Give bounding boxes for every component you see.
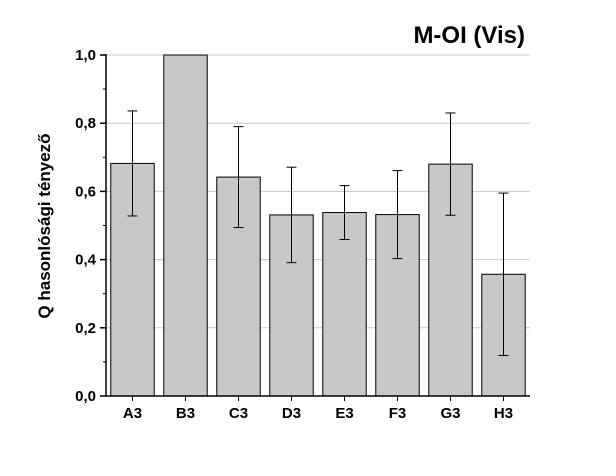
x-ticks: A3 B3 C3 D3 E3 F3 G3 H3	[123, 396, 513, 422]
x-tick-label-H3: H3	[494, 405, 513, 422]
bar-E3	[322, 212, 367, 397]
bars	[110, 54, 526, 397]
y-ticks: 0,0 0,2 0,4 0,6 0,8 1,0	[75, 47, 106, 405]
error-bar-C3	[233, 126, 244, 229]
x-tick-label-F3: F3	[389, 405, 407, 422]
chart-title: M-OI (Vis)	[413, 22, 525, 49]
error-bar-F3	[392, 170, 403, 260]
error-bar-H3	[498, 192, 509, 356]
x-tick-label-G3: G3	[440, 405, 460, 422]
y-tick-label-0: 0,0	[75, 388, 96, 405]
x-tick-label-E3: E3	[335, 405, 353, 422]
error-bar-A3	[127, 110, 138, 217]
y-tick-label-4: 0,8	[75, 115, 96, 132]
y-tick-label-1: 0,2	[75, 320, 96, 337]
x-tick-label-C3: C3	[229, 405, 248, 422]
error-bar-E3	[339, 185, 350, 240]
y-axis-label: Q hasonlósági tényező	[35, 133, 54, 318]
y-tick-label-2: 0,4	[75, 252, 97, 269]
error-bar-D3	[286, 166, 297, 264]
y-tick-label-5: 1,0	[75, 47, 96, 64]
error-bars	[127, 110, 509, 356]
error-bar-G3	[445, 112, 456, 216]
y-tick-label-3: 0,6	[75, 183, 96, 200]
bar-B3	[163, 54, 208, 397]
x-tick-label-B3: B3	[176, 405, 195, 422]
x-tick-label-A3: A3	[123, 405, 142, 422]
x-tick-label-D3: D3	[282, 405, 301, 422]
